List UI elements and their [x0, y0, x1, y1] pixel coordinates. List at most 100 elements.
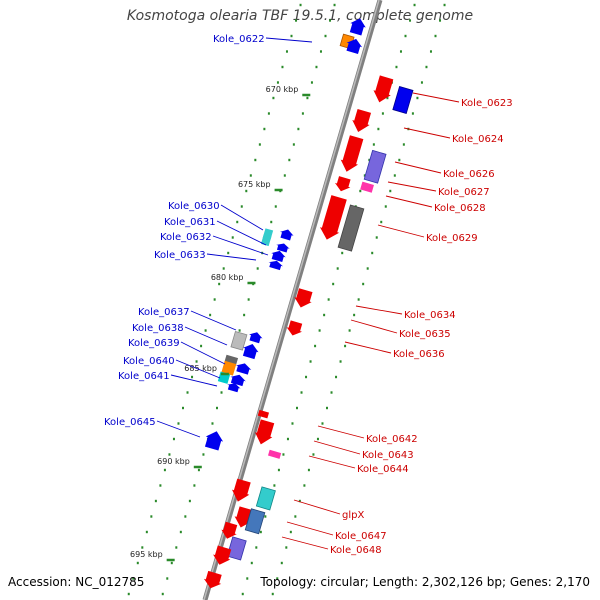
- guide-dot: [305, 375, 308, 379]
- leader-line-right: [385, 195, 433, 208]
- gene-label-kole-0622: Kole_0622: [213, 34, 265, 45]
- guide-dot: [336, 267, 339, 270]
- guide-dot: [372, 143, 375, 146]
- guide-dot: [306, 96, 309, 100]
- gene-label-kole-0645: Kole_0645: [104, 417, 156, 428]
- guide-dot: [243, 313, 246, 317]
- gene-kole-0627: [360, 181, 374, 193]
- gene-label-kole-0647: Kole_0647: [335, 531, 387, 542]
- leader-line-left: [156, 420, 201, 438]
- guide-dot: [161, 592, 164, 596]
- gene-label-kole-0641: Kole_0641: [118, 371, 170, 382]
- gene-label-kole-0631: Kole_0631: [164, 217, 216, 228]
- gene-label-kole-0636: Kole_0636: [393, 349, 445, 360]
- guide-dot: [375, 236, 378, 239]
- guide-dot: [276, 577, 279, 580]
- guide-dot: [332, 282, 335, 286]
- guide-dot: [319, 50, 322, 53]
- guide-dot: [281, 65, 284, 69]
- guide-dot: [314, 344, 317, 348]
- guide-dot: [377, 127, 380, 131]
- gene-kole-0636: [286, 320, 303, 336]
- leader-line-left: [175, 359, 221, 379]
- gene-kole-0643: [267, 449, 282, 459]
- leader-line-right: [344, 341, 392, 354]
- gene-glpx-cyan: [255, 486, 276, 511]
- leader-line-right: [377, 224, 425, 238]
- guide-dot: [255, 546, 258, 549]
- guide-dot: [246, 577, 249, 580]
- gene-label-glpx: glpX: [342, 510, 364, 521]
- gene-blue-241: [280, 229, 294, 241]
- guide-dot: [303, 484, 306, 487]
- guide-dot: [434, 34, 437, 38]
- guide-dot: [150, 515, 153, 518]
- guide-dot: [309, 360, 312, 363]
- leader-line-right: [412, 92, 460, 103]
- topology-text: Topology: circular; Length: 2,302,126 bp…: [260, 575, 590, 589]
- guide-dot: [132, 577, 135, 580]
- guide-dot: [411, 112, 414, 115]
- leader-line-right: [281, 536, 329, 550]
- gene-kole-0645: [204, 431, 224, 451]
- leader-line-left: [206, 253, 257, 261]
- guide-dot: [299, 3, 302, 7]
- gene-label-kole-0624: Kole_0624: [452, 134, 504, 145]
- guide-dot: [245, 189, 248, 193]
- gene-kole-0631: [260, 234, 272, 247]
- gene-blue-top-2: [346, 38, 363, 55]
- gene-label-kole-0632: Kole_0632: [160, 232, 212, 243]
- scale-tick-label: 670 kbp: [266, 85, 299, 94]
- leader-line-right: [308, 455, 356, 469]
- gene-kole-0648: [226, 536, 247, 561]
- leader-line-right: [317, 425, 365, 439]
- gene-label-kole-0633: Kole_0633: [154, 250, 206, 261]
- gene-kole-0637: [249, 332, 263, 344]
- leader-line-right: [403, 127, 451, 139]
- guide-dot: [359, 189, 362, 193]
- guide-dot: [298, 499, 301, 503]
- guide-dot: [386, 96, 389, 100]
- guide-dot: [202, 453, 205, 456]
- guide-dot: [341, 251, 344, 255]
- guide-dot: [188, 499, 191, 503]
- scale-ticks: 670 kbp 675 kbp 680 kbp 685 kbp 690 kbp 695 k…: [130, 85, 311, 562]
- leader-line-right: [355, 305, 403, 315]
- gene-kole-0629: [337, 204, 365, 252]
- gene-label-kole-0628: Kole_0628: [434, 203, 486, 214]
- guide-dot: [141, 546, 144, 549]
- guide-dot: [297, 127, 300, 131]
- guide-dot: [283, 174, 286, 177]
- guide-dot: [371, 251, 374, 255]
- guide-dot: [439, 19, 442, 22]
- guide-dot: [256, 267, 259, 270]
- guide-dot: [238, 329, 241, 332]
- guide-dot: [321, 422, 324, 425]
- leader-line-right: [394, 161, 442, 174]
- guide-dot: [170, 561, 173, 565]
- gene-kole-0626: [363, 149, 387, 184]
- guide-dot: [163, 468, 166, 472]
- guide-dot: [357, 298, 360, 301]
- gene-label-kole-0634: Kole_0634: [404, 310, 456, 321]
- gene-label-kole-0623: Kole_0623: [461, 98, 513, 109]
- guide-dot: [274, 205, 277, 208]
- leader-line-left: [184, 326, 228, 346]
- leader-line-left: [190, 310, 237, 331]
- guide-dot: [324, 34, 327, 38]
- scale-tick-label: 690 kbp: [157, 457, 190, 466]
- guide-dot: [429, 50, 432, 53]
- guide-dot: [236, 220, 239, 224]
- guide-dot: [154, 499, 157, 503]
- guide-dot: [271, 592, 274, 596]
- leader-line-left: [216, 220, 267, 246]
- gene-label-kole-0642: Kole_0642: [366, 434, 418, 445]
- leader-line-left: [180, 341, 226, 365]
- gene-kole-0640b: [221, 360, 237, 376]
- gene-blue-396: [227, 383, 241, 393]
- leader-line-right: [286, 521, 334, 536]
- gene-kole-0634: [294, 288, 313, 308]
- guide-dot: [277, 468, 280, 472]
- leader-line-left: [212, 235, 269, 256]
